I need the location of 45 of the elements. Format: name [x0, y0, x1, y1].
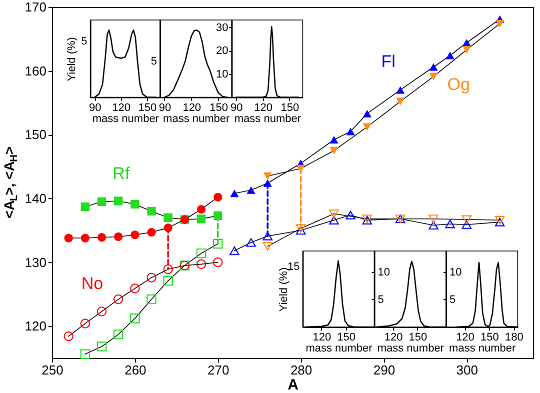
y-axis-title: <AL>, <AH> [1, 146, 20, 219]
y-tick-label: 10 [450, 266, 462, 278]
x-axis-title: A [288, 376, 299, 393]
series-label: Rf [112, 164, 130, 183]
x-tick-label: 250 [42, 362, 64, 378]
x-tick-label: 280 [290, 362, 312, 378]
x-tick-label: 90 [230, 102, 243, 114]
y-tick-label: 170 [24, 0, 46, 14]
x-axis-title: mass number [234, 112, 302, 125]
x-tick-label: 120 [312, 332, 332, 344]
x-tick-label: 180 [504, 332, 524, 344]
x-tick-label: 90 [89, 102, 102, 114]
x-axis-title: mass number [377, 342, 444, 354]
x-tick-label: 150 [280, 102, 300, 114]
x-tick-label: 90 [158, 102, 172, 114]
y-tick-label: 160 [24, 63, 46, 78]
annotation: 5 [81, 36, 88, 48]
x-tick-label: 290 [373, 362, 396, 378]
x-axis-title: mass number [92, 112, 160, 125]
series-label: Fl [381, 52, 396, 71]
series-label: No [81, 274, 104, 294]
y-tick-label: 20 [216, 45, 228, 58]
y-tick-label: 10 [216, 68, 228, 81]
x-tick-label: 120 [254, 102, 272, 114]
x-tick-label: 150 [408, 332, 428, 344]
x-tick-label: 120 [182, 102, 202, 114]
annotation: 5 [150, 56, 157, 68]
y-tick-label: 140 [24, 190, 46, 206]
y-axis-title: Yield (%) [66, 37, 78, 82]
x-tick-label: 260 [124, 362, 146, 378]
x-tick-label: 150 [480, 332, 499, 344]
x-tick-label: 120 [112, 102, 130, 114]
y-tick-label: 10 [378, 266, 390, 278]
x-tick-label: 270 [208, 362, 230, 378]
y-tick-label: 120 [24, 318, 46, 334]
x-axis-title: mass number [449, 342, 516, 354]
y-tick-label: 30 [216, 22, 228, 34]
y-tick-label: 130 [24, 254, 46, 270]
x-tick-label: 150 [337, 332, 356, 344]
x-tick-label: 300 [456, 362, 478, 378]
x-axis-title: mass number [163, 112, 230, 125]
x-axis-title: mass number [306, 342, 373, 354]
y-tick-label: 150 [24, 127, 46, 142]
x-tick-label: 150 [138, 102, 157, 114]
series-label: Og [447, 74, 470, 94]
